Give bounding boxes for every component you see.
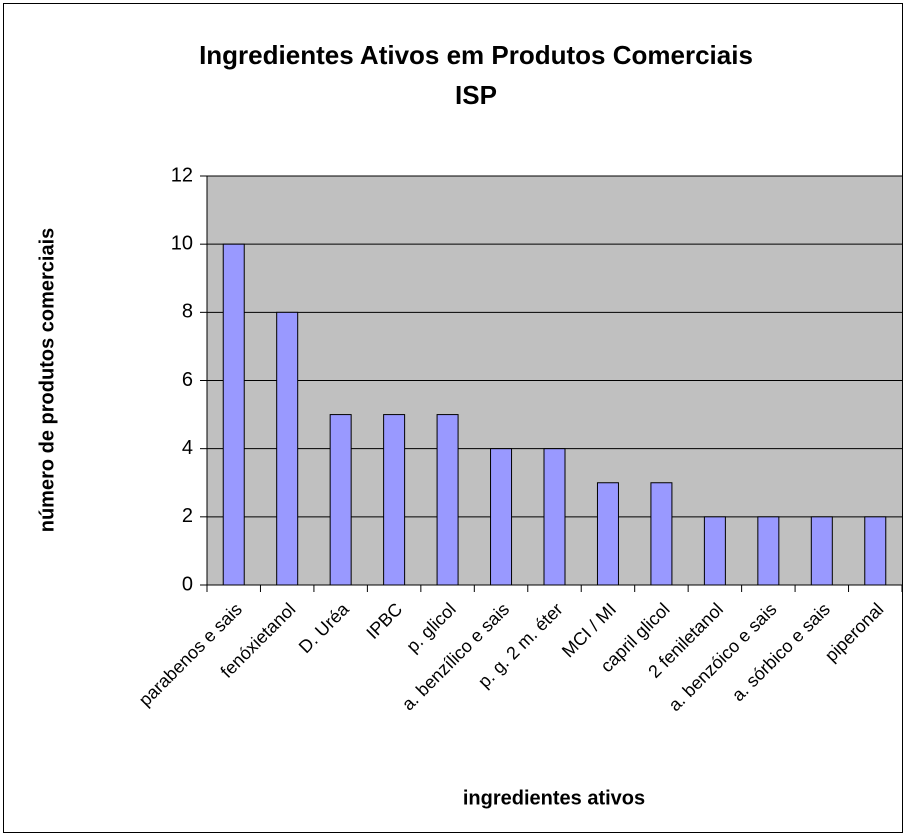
bar bbox=[543, 448, 566, 586]
y-tick-label: 10 bbox=[171, 232, 193, 254]
y-tick-label: 8 bbox=[182, 301, 193, 323]
bar bbox=[757, 516, 780, 586]
y-tick-label: 4 bbox=[182, 437, 193, 459]
bar bbox=[650, 482, 673, 586]
bar bbox=[383, 414, 406, 586]
y-axis-title: número de produtos comerciais bbox=[36, 228, 58, 533]
bar bbox=[703, 516, 726, 586]
chart-subtitle: ISP bbox=[455, 80, 497, 110]
y-tick-label: 6 bbox=[182, 369, 193, 391]
y-tick-label: 12 bbox=[171, 164, 193, 186]
bar bbox=[490, 448, 513, 586]
bar bbox=[329, 414, 352, 586]
y-tick-label: 2 bbox=[182, 505, 193, 527]
y-tick-label: 0 bbox=[182, 573, 193, 595]
bar bbox=[222, 243, 245, 586]
chart-title: Ingredientes Ativos em Produtos Comercia… bbox=[199, 40, 753, 70]
x-axis-title: ingredientes ativos bbox=[463, 787, 645, 809]
bar bbox=[810, 516, 833, 586]
bar bbox=[864, 516, 887, 586]
bar bbox=[436, 414, 459, 586]
bar bbox=[276, 311, 299, 586]
bar bbox=[596, 482, 619, 586]
